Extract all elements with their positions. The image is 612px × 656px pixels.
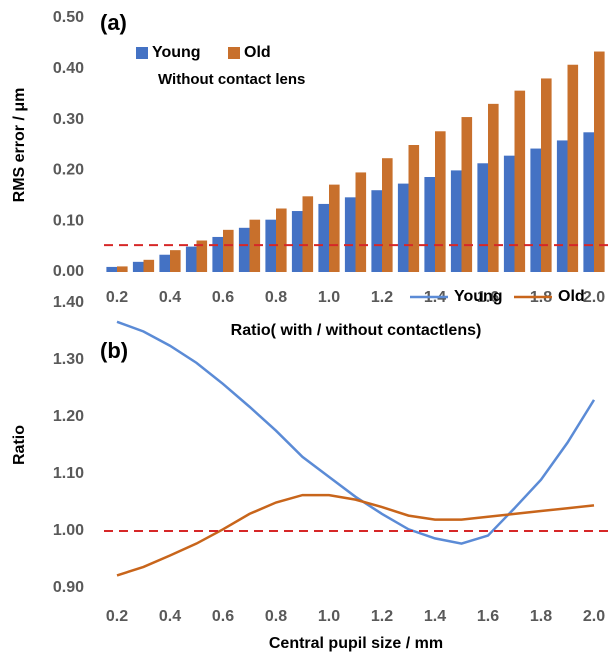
bar <box>461 117 473 272</box>
bar <box>159 254 170 272</box>
bar <box>106 266 117 272</box>
legend-label: Old <box>244 44 271 61</box>
annotation: Without contact lens <box>158 71 305 88</box>
panel-label: (a) <box>100 10 127 35</box>
x-tick-label: 0.6 <box>212 608 234 625</box>
line <box>116 493 595 577</box>
legend-label: Young <box>152 44 201 61</box>
bar <box>408 145 420 272</box>
x-axis-label: Central pupil size / mm <box>269 635 443 652</box>
y-tick-label: 0.40 <box>53 60 84 77</box>
bar <box>329 184 340 272</box>
x-tick-label: 1.8 <box>530 608 552 625</box>
bar <box>143 259 155 272</box>
y-tick-label: 0.20 <box>53 162 84 179</box>
bar <box>382 158 393 272</box>
x-tick-label: 0.4 <box>159 289 181 306</box>
x-tick-label: 0.2 <box>106 289 128 306</box>
bar <box>583 132 594 272</box>
panel-label: (b) <box>100 338 128 363</box>
bar <box>238 227 250 272</box>
bar <box>170 250 181 272</box>
bar <box>567 64 579 273</box>
bar <box>117 266 128 272</box>
x-tick-label: 1.0 <box>318 289 340 306</box>
y-tick-label: 0.00 <box>53 263 84 280</box>
line <box>116 320 596 545</box>
x-tick-label: 0.6 <box>212 289 234 306</box>
x-tick-label: 0.2 <box>106 608 128 625</box>
bar <box>556 140 568 272</box>
bar <box>435 131 446 272</box>
bar <box>594 51 605 272</box>
x-tick-label: 1.2 <box>371 289 393 306</box>
x-tick-label: 2.0 <box>583 608 605 625</box>
y-tick-label: 0.10 <box>53 212 84 229</box>
y-tick-label: 1.40 <box>53 294 84 311</box>
bar <box>514 90 526 272</box>
bar <box>541 78 552 273</box>
bar <box>212 236 223 272</box>
x-tick-label: 1.4 <box>424 608 446 625</box>
bar <box>355 172 367 272</box>
y-axis-label: RMS error / μm <box>11 88 28 203</box>
bar <box>503 155 515 272</box>
x-tick-label: 2.0 <box>583 289 605 306</box>
x-tick-label: 0.4 <box>159 608 181 625</box>
bar <box>276 208 287 272</box>
bar <box>344 197 356 272</box>
x-tick-label: 1.2 <box>371 608 393 625</box>
x-tick-label: 0.8 <box>265 608 287 625</box>
bar <box>530 148 541 272</box>
y-tick-label: 0.90 <box>53 579 84 596</box>
x-tick-label: 1.0 <box>318 608 340 625</box>
x-axis-label: Ratio( with / without contactlens) <box>231 322 482 339</box>
y-tick-label: 0.30 <box>53 111 84 128</box>
y-tick-label: 1.10 <box>53 465 84 482</box>
legend-swatch <box>136 47 148 59</box>
legend-label: Young <box>454 288 503 305</box>
bar <box>291 211 303 272</box>
bar <box>450 170 462 272</box>
bar <box>302 196 314 272</box>
bar <box>185 246 197 272</box>
bar <box>488 103 499 273</box>
bar <box>397 183 409 272</box>
legend-label: Old <box>558 288 585 305</box>
y-tick-label: 1.30 <box>53 351 84 368</box>
x-tick-label: 1.6 <box>477 608 499 625</box>
bar <box>318 203 329 272</box>
bar <box>477 163 488 272</box>
bar <box>424 177 435 272</box>
y-tick-label: 0.50 <box>53 9 84 26</box>
y-tick-label: 1.20 <box>53 408 84 425</box>
bar <box>196 240 208 272</box>
y-tick-label: 1.00 <box>53 522 84 539</box>
x-tick-label: 1.6 <box>477 289 499 306</box>
bar <box>371 190 382 272</box>
legend-swatch <box>228 47 240 59</box>
bar <box>132 261 144 272</box>
y-axis-label: Ratio <box>11 425 28 465</box>
x-tick-label: 0.8 <box>265 289 287 306</box>
bar <box>223 229 234 272</box>
